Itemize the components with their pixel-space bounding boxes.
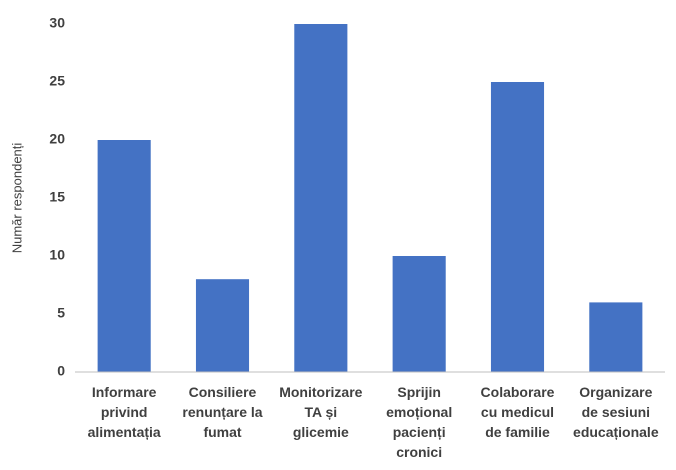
- y-tick-label: 15: [49, 189, 65, 205]
- y-tick-label: 20: [49, 131, 65, 147]
- x-tick-label: Sprijin emoțional pacienți cronici: [386, 384, 453, 460]
- bar: [97, 140, 151, 372]
- x-tick-label: Consiliere renunțare la fumat: [182, 384, 263, 440]
- bar: [392, 256, 446, 372]
- y-tick-label: 10: [49, 247, 65, 263]
- bar: [589, 302, 643, 372]
- y-tick-label: 5: [57, 305, 65, 321]
- x-tick-label: Colaborare cu medicul de familie: [480, 384, 555, 440]
- bar: [294, 24, 348, 372]
- x-tick-label: Informare privind alimentația: [87, 384, 161, 440]
- y-tick-label: 0: [57, 363, 65, 379]
- bar: [490, 82, 545, 372]
- bar: [195, 279, 250, 372]
- y-tick-label: 25: [49, 73, 65, 89]
- y-tick-label: 30: [49, 15, 65, 31]
- x-tick-label: Organizare de sesiuni educaționale: [573, 384, 659, 440]
- y-axis-title: Număr respondenți: [9, 143, 24, 254]
- x-tick-label: Monitorizare TA și glicemie: [279, 384, 363, 440]
